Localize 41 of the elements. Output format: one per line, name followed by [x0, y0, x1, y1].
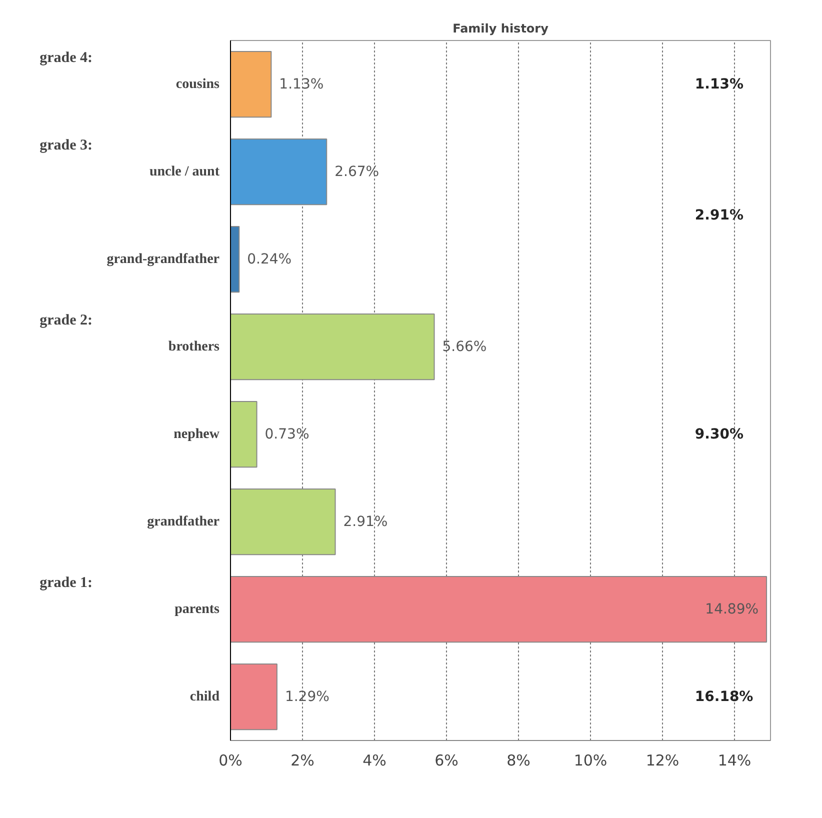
y-tick-label: cousins [176, 76, 220, 92]
bar [230, 138, 328, 206]
bar [230, 576, 768, 643]
chart-title: Family history [452, 22, 549, 36]
annotation: 2.91% [694, 208, 744, 224]
bar [230, 663, 278, 730]
annotation: 9.30% [694, 426, 744, 442]
y-tick-label: nephew [174, 426, 220, 442]
data-label: 0.73% [264, 426, 310, 442]
text: grade 2: [40, 312, 93, 328]
y-tick-label: brothers [168, 339, 220, 354]
y-tick-label: child [190, 689, 220, 704]
bar [230, 400, 258, 468]
bar [230, 226, 240, 293]
data-label: 0.24% [247, 251, 292, 268]
data-label: 14.89% [705, 601, 759, 618]
bar [230, 488, 336, 556]
data-label: 1.29% [284, 688, 330, 705]
y-tick-label: grand-grandfather [106, 252, 220, 267]
annotation: 1.13% [694, 76, 744, 92]
x-tick-label: 6% [434, 752, 458, 770]
data-label: 1.13% [279, 76, 324, 92]
x-tick-label: 12% [646, 752, 680, 770]
data-label: 2.91% [343, 514, 388, 530]
y-tick-label: grandfather [147, 514, 220, 530]
annotation: 16.18% [694, 688, 754, 705]
data-label: 5.66% [442, 338, 487, 355]
x-tick-label: 8% [506, 752, 530, 770]
text: grade 3: [40, 138, 93, 154]
y-tick-label: uncle / aunt [149, 164, 220, 180]
text: grade 4: [40, 50, 93, 66]
y-tick-label: parents [174, 602, 220, 617]
x-tick-label: 10% [574, 752, 608, 770]
text: grade 1: [40, 575, 93, 591]
x-tick-label: 4% [362, 752, 386, 770]
x-tick-label: 0% [218, 752, 242, 770]
data-label: 2.67% [334, 164, 380, 180]
bar [230, 313, 435, 380]
x-tick-label: 2% [290, 752, 314, 770]
x-tick-label: 14% [718, 752, 752, 770]
bar [230, 50, 272, 118]
